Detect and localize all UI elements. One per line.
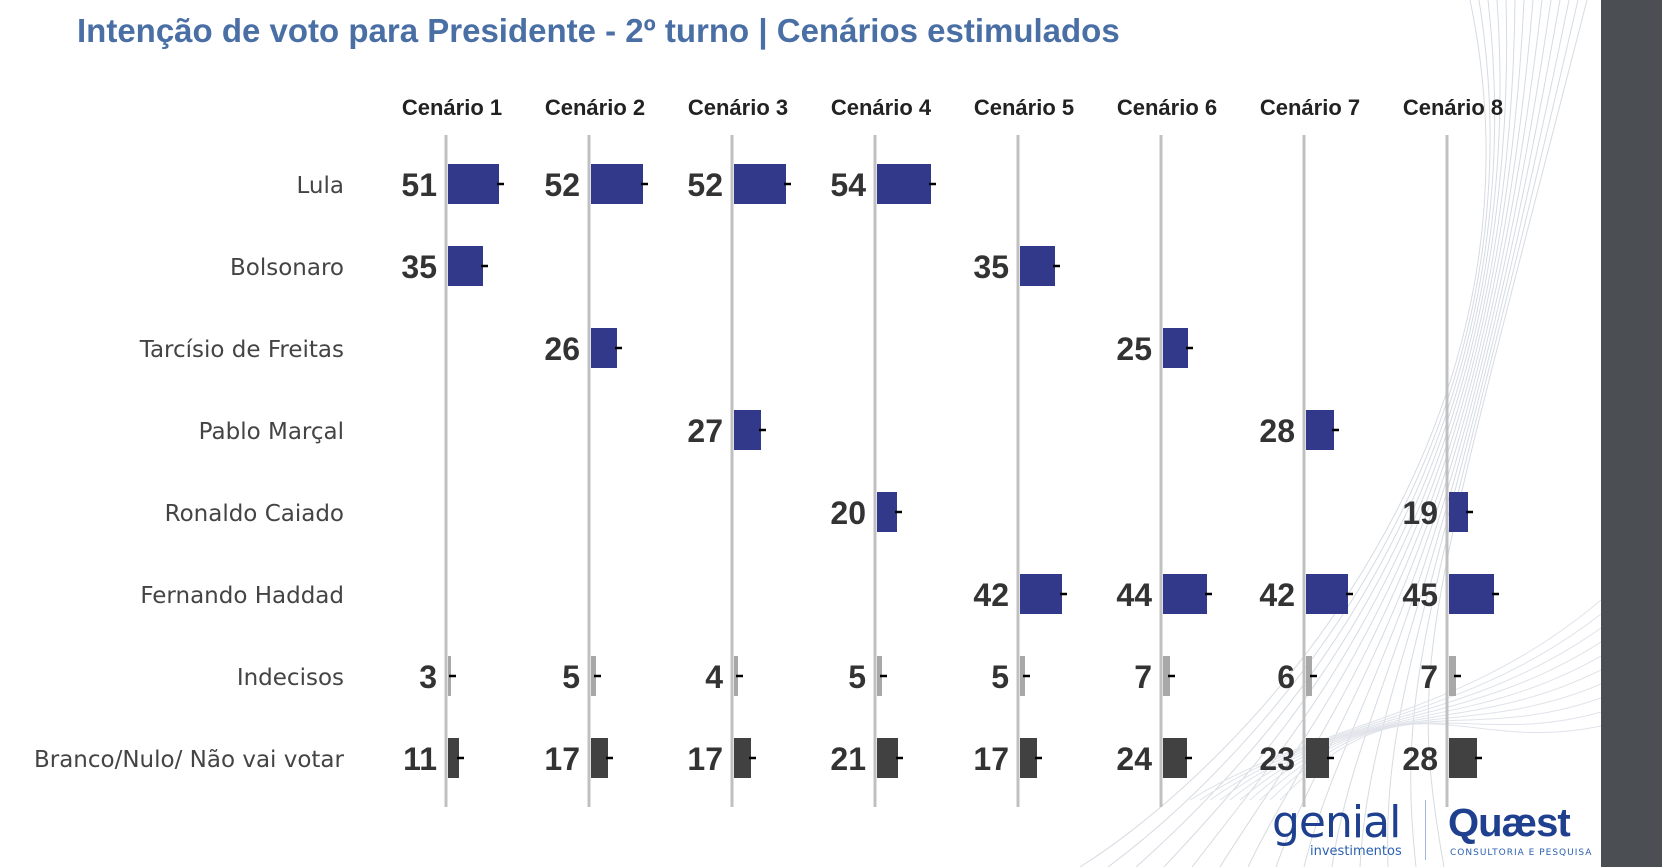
value-label: 28 [1402, 741, 1438, 777]
category-label: Ronaldo Caiado [165, 501, 344, 527]
scenario-label: Cenário 6 [1117, 95, 1217, 120]
value-label: 6 [1277, 659, 1295, 695]
bar [1163, 574, 1207, 614]
value-label: 42 [973, 577, 1009, 613]
scenario-label: Cenário 8 [1403, 95, 1503, 120]
value-label: 17 [687, 741, 723, 777]
value-label: 23 [1259, 741, 1295, 777]
value-label: 42 [1259, 577, 1295, 613]
value-label: 7 [1420, 659, 1438, 695]
bar-chart: Cenário 1 Cenário 2 Cenário 3 Cenário 4 Cená… [34, 95, 1503, 807]
value-label: 35 [973, 249, 1009, 285]
bar [877, 164, 931, 204]
value-label: 7 [1134, 659, 1152, 695]
bar [877, 738, 898, 778]
value-label: 25 [1116, 331, 1152, 367]
value-label: 27 [687, 413, 723, 449]
bar [1020, 656, 1025, 696]
bar [1306, 574, 1348, 614]
bar [734, 164, 786, 204]
bar [591, 738, 608, 778]
value-label: 17 [544, 741, 580, 777]
bar [734, 738, 751, 778]
bar [1449, 574, 1494, 614]
bar [448, 738, 459, 778]
scenario-label: Cenário 1 [402, 95, 502, 120]
value-label: 19 [1402, 495, 1438, 531]
scenario-label: Cenário 2 [545, 95, 645, 120]
genial-logo-subtext: investimentos [1310, 844, 1402, 859]
genial-logo-text: genial [1272, 797, 1401, 848]
bar [1306, 656, 1312, 696]
category-label: Branco/Nulo/ Não vai votar [34, 747, 345, 773]
bar [448, 164, 499, 204]
bar [591, 328, 617, 368]
bar [448, 246, 483, 286]
value-label: 28 [1259, 413, 1295, 449]
bar [1020, 574, 1062, 614]
value-label: 20 [830, 495, 866, 531]
value-label: 11 [403, 741, 437, 777]
scenario-label: Cenário 4 [831, 95, 932, 120]
value-label: 52 [544, 167, 580, 203]
quaest-logo-text: Quæst [1448, 801, 1571, 845]
bar [1163, 328, 1188, 368]
value-label: 3 [419, 659, 437, 695]
category-label: Pablo Marçal [199, 419, 344, 445]
bar [1449, 738, 1477, 778]
bar [877, 656, 882, 696]
genial-logo: genial investimentos [1272, 801, 1412, 863]
bar [1020, 738, 1037, 778]
value-label: 5 [991, 659, 1009, 695]
bar [877, 492, 897, 532]
quaest-logo: Quæst CONSULTORIA E PESQUISA [1448, 801, 1591, 863]
value-label: 17 [973, 741, 1009, 777]
bar [591, 164, 643, 204]
value-label: 26 [544, 331, 580, 367]
chart-title: Intenção de voto para Presidente - 2º tu… [77, 12, 1120, 49]
value-label: 4 [705, 659, 723, 695]
value-label: 5 [848, 659, 866, 695]
value-label: 51 [401, 167, 437, 203]
category-label: Indecisos [237, 665, 344, 691]
bar [591, 656, 596, 696]
category-label: Lula [297, 173, 344, 199]
logo-divider [1425, 800, 1426, 860]
value-label: 54 [830, 167, 866, 203]
value-label: 21 [830, 741, 866, 777]
bar [1306, 410, 1334, 450]
value-label: 44 [1116, 577, 1152, 613]
quaest-logo-subtext: CONSULTORIA E PESQUISA [1450, 848, 1593, 858]
bar [1163, 738, 1187, 778]
side-panel-bar [1601, 0, 1662, 867]
category-label: Bolsonaro [230, 255, 344, 281]
scenario-label: Cenário 3 [688, 95, 788, 120]
value-label: 35 [401, 249, 437, 285]
scenario-label: Cenário 7 [1260, 95, 1360, 120]
value-label: 24 [1116, 741, 1152, 777]
value-label: 52 [687, 167, 723, 203]
value-label: 45 [1402, 577, 1438, 613]
bar [1020, 246, 1055, 286]
scenario-label: Cenário 5 [974, 95, 1074, 120]
bar [1306, 738, 1329, 778]
category-label: Fernando Haddad [140, 583, 344, 609]
bar [1163, 656, 1170, 696]
category-label: Tarcísio de Freitas [139, 337, 344, 363]
value-label: 5 [562, 659, 580, 695]
bar [734, 410, 761, 450]
bar [1449, 492, 1468, 532]
bar [1449, 656, 1456, 696]
